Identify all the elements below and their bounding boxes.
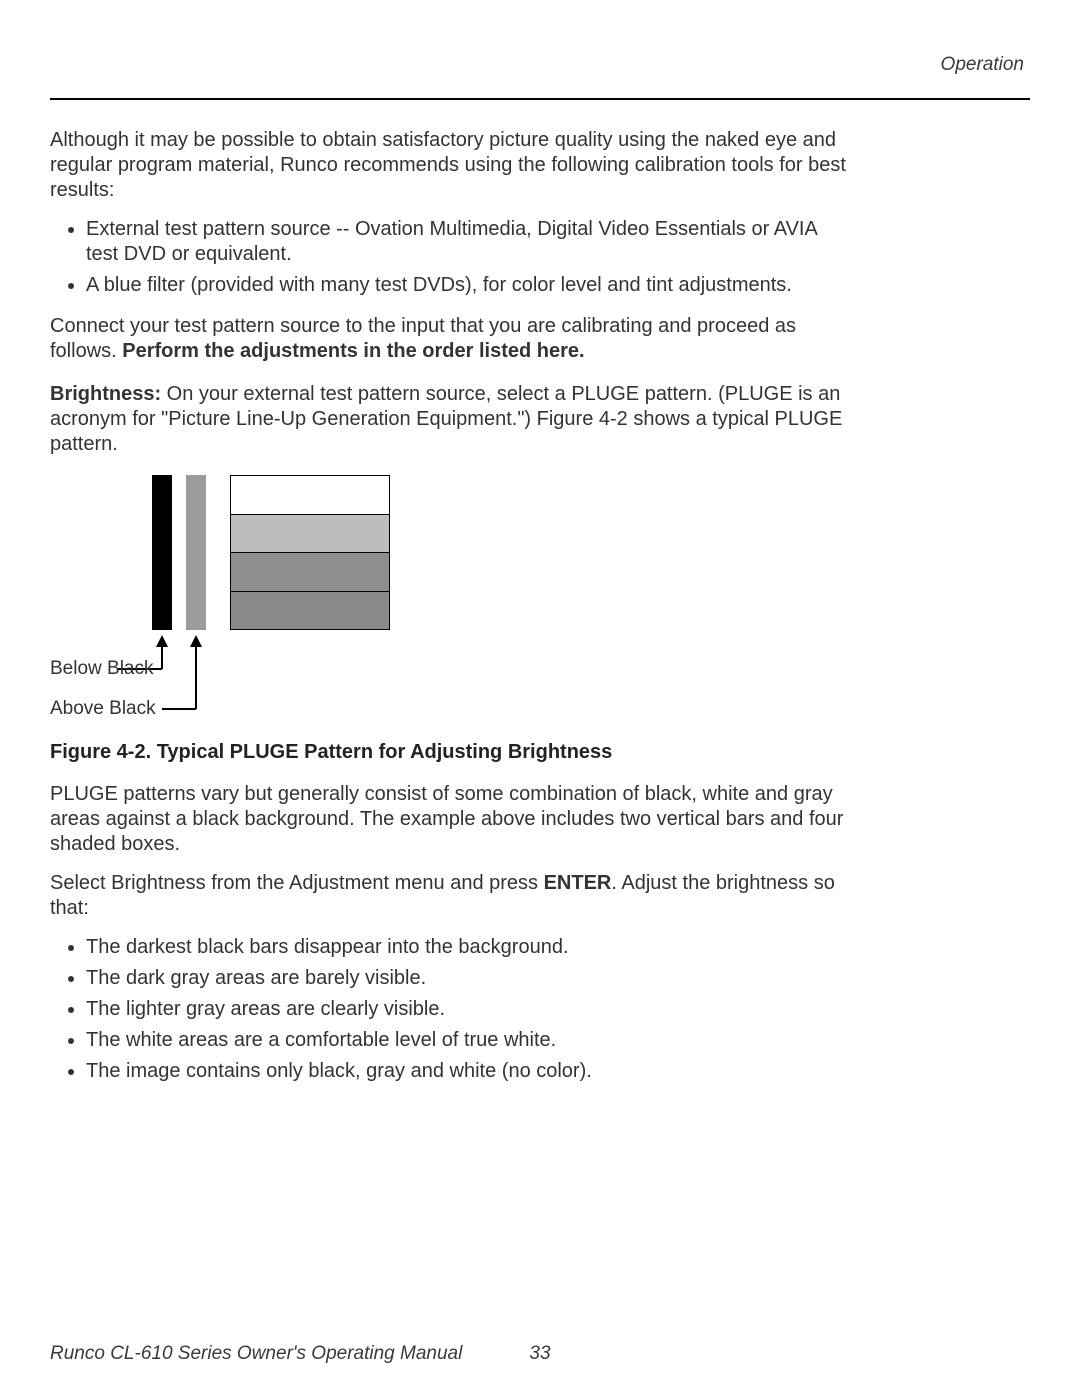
pluge-figure: Below Black Above Black <box>50 475 850 725</box>
section-header: Operation <box>50 54 1030 76</box>
footer-title: Runco CL-610 Series Owner's Operating Ma… <box>50 1343 462 1364</box>
header-rule <box>50 98 1030 100</box>
connect-paragraph: Connect your test pattern source to the … <box>50 314 850 364</box>
pluge-desc: PLUGE patterns vary but generally consis… <box>50 782 850 857</box>
list-item: The image contains only black, gray and … <box>86 1059 850 1084</box>
box-mid <box>231 552 389 591</box>
tools-list: External test pattern source -- Ovation … <box>50 217 850 298</box>
shaded-boxes <box>230 475 390 630</box>
box-white <box>231 476 389 514</box>
brightness-label: Brightness: <box>50 383 161 405</box>
figure-caption: Figure 4-2. Typical PLUGE Pattern for Ad… <box>50 741 850 764</box>
below-black-label: Below Black <box>50 658 154 680</box>
box-light <box>231 514 389 553</box>
list-item: The white areas are a comfortable level … <box>86 1028 850 1053</box>
brightness-paragraph: Brightness: On your external test patter… <box>50 382 850 457</box>
list-item: The darkest black bars disappear into th… <box>86 935 850 960</box>
connect-bold: Perform the adjustments in the order lis… <box>122 340 584 362</box>
list-item: A blue filter (provided with many test D… <box>86 273 850 298</box>
intro-paragraph: Although it may be possible to obtain sa… <box>50 128 850 203</box>
list-item: The lighter gray areas are clearly visib… <box>86 997 850 1022</box>
brightness-text: On your external test pattern source, se… <box>50 383 842 455</box>
page-footer: Runco CL-610 Series Owner's Operating Ma… <box>50 1343 1030 1365</box>
list-item: The dark gray areas are barely visible. <box>86 966 850 991</box>
box-midlow <box>231 591 389 630</box>
bar-above-black <box>186 475 206 630</box>
select-pre: Select Brightness from the Adjustment me… <box>50 872 544 894</box>
above-black-label: Above Black <box>50 698 156 720</box>
criteria-list: The darkest black bars disappear into th… <box>50 935 850 1084</box>
bar-below-black <box>152 475 172 630</box>
arrow-above-black <box>162 633 212 713</box>
footer-page-number: 33 <box>529 1343 550 1365</box>
select-bold: ENTER <box>544 872 612 894</box>
select-paragraph: Select Brightness from the Adjustment me… <box>50 871 850 921</box>
list-item: External test pattern source -- Ovation … <box>86 217 850 267</box>
